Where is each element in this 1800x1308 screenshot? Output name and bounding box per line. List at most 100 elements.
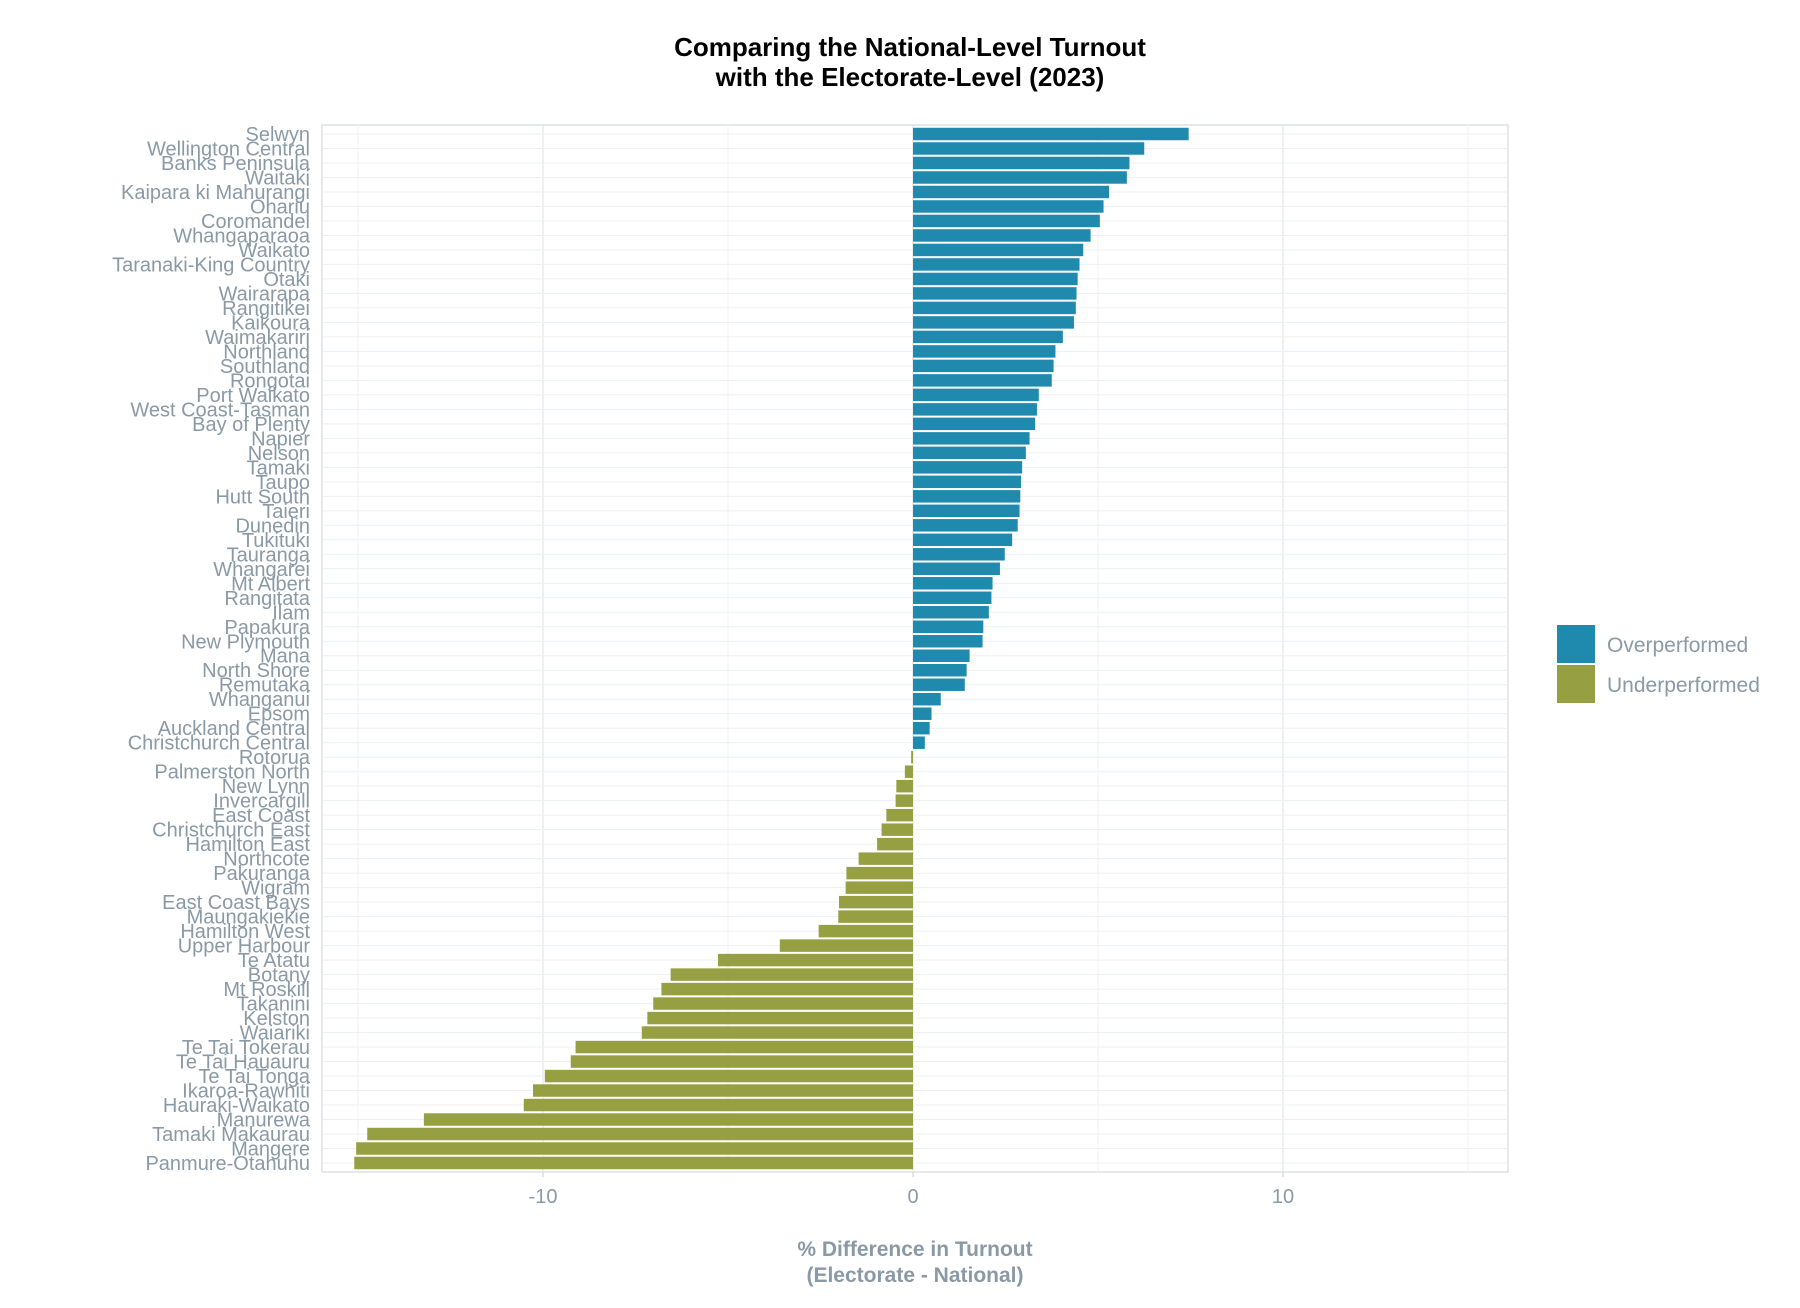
bar xyxy=(913,258,1080,271)
bar xyxy=(913,403,1037,416)
bar xyxy=(913,417,1036,431)
bar xyxy=(913,200,1104,213)
bar xyxy=(913,243,1084,257)
category-label: Pakuranga xyxy=(213,863,311,885)
bar xyxy=(913,185,1110,199)
category-label: Whanganui xyxy=(209,689,310,711)
bar xyxy=(661,982,913,996)
bar xyxy=(913,519,1018,532)
bar xyxy=(913,316,1074,329)
category-label: Tukituki xyxy=(242,530,310,552)
bar xyxy=(913,649,970,662)
category-label: Kaikoura xyxy=(231,312,311,334)
x-tick-label: 10 xyxy=(1272,1186,1294,1208)
category-label: Remutaka xyxy=(219,675,311,697)
bar xyxy=(904,765,913,778)
category-label: Southland xyxy=(220,356,310,378)
bar xyxy=(913,432,1030,445)
category-label: New Lynn xyxy=(222,776,310,798)
category-label: Manurewa xyxy=(217,1110,311,1132)
bar xyxy=(913,504,1020,518)
category-label: Tamaki Makaurau xyxy=(152,1124,310,1146)
bar xyxy=(913,301,1076,315)
category-label: Christchurch Central xyxy=(128,733,310,755)
bar xyxy=(858,852,913,865)
bar xyxy=(913,606,989,619)
category-label: Upper Harbour xyxy=(178,936,311,958)
category-label: Ilam xyxy=(272,602,310,624)
bar xyxy=(845,881,913,894)
chart-title-line-2: with the Electorate-Level (2023) xyxy=(715,62,1105,92)
category-label: Rongotai xyxy=(230,370,310,392)
bar xyxy=(913,721,930,735)
category-label: Panmure-Otahuhu xyxy=(145,1153,310,1175)
category-label: Wigram xyxy=(241,878,310,900)
bar xyxy=(913,446,1026,460)
category-label: Te Tai Hauauru xyxy=(176,1052,310,1074)
bar xyxy=(653,997,913,1010)
category-label: Rangitikei xyxy=(222,298,310,320)
bar xyxy=(913,620,984,633)
category-label: Te Tai Tonga xyxy=(198,1066,310,1088)
bar xyxy=(670,968,913,981)
category-label: Northland xyxy=(223,341,310,363)
category-label: Mana xyxy=(260,646,311,668)
category-label: Mangere xyxy=(231,1139,310,1161)
category-label: Epsom xyxy=(248,704,310,726)
legend: Overperformed Underperformed xyxy=(1557,625,1760,703)
category-label: Waikato xyxy=(238,240,310,262)
category-label: Dunedin xyxy=(235,515,310,537)
bar xyxy=(913,577,993,590)
category-label: Hamilton West xyxy=(180,921,310,943)
bar xyxy=(913,272,1078,286)
category-label: New Plymouth xyxy=(181,631,310,653)
category-label: Christchurch East xyxy=(152,820,310,842)
category-label: Invercargill xyxy=(213,791,310,813)
bar xyxy=(911,750,913,764)
category-label: Napier xyxy=(251,428,310,450)
category-label: Bay of Plenty xyxy=(192,414,310,436)
category-label: East Coast xyxy=(212,805,310,827)
category-label: Northcote xyxy=(223,849,310,871)
legend-swatch-overperformed xyxy=(1557,625,1595,663)
category-label: Rotorua xyxy=(239,747,311,769)
category-label: Ikaroa-Rawhiti xyxy=(182,1081,310,1103)
bar xyxy=(544,1069,913,1083)
category-label: Wairarapa xyxy=(218,283,310,305)
legend-swatch-underperformed xyxy=(1557,665,1595,703)
bar xyxy=(913,490,1021,503)
category-label: Otaki xyxy=(263,269,310,291)
bar xyxy=(913,692,941,706)
bar xyxy=(913,664,967,677)
bar xyxy=(647,1011,913,1025)
bar xyxy=(523,1098,913,1112)
category-label: Te Atatu xyxy=(238,950,310,972)
category-label: Takanini xyxy=(237,994,310,1016)
bar xyxy=(913,345,1056,358)
bar xyxy=(818,924,913,938)
legend-label-underperformed: Underperformed xyxy=(1607,674,1760,697)
category-label: Taupo xyxy=(256,472,311,494)
x-axis-title-line-2: (Electorate - National) xyxy=(806,1264,1023,1287)
bar xyxy=(846,866,913,880)
bar xyxy=(641,1026,913,1039)
category-label: West Coast-Tasman xyxy=(130,399,310,421)
category-label: Te Tai Tokerau xyxy=(182,1037,310,1059)
bar xyxy=(913,229,1091,242)
bar xyxy=(913,359,1054,373)
category-label: Whangaparaoa xyxy=(173,225,311,247)
bar xyxy=(913,171,1127,184)
x-axis-title-line-1: % Difference in Turnout xyxy=(797,1238,1032,1261)
bar xyxy=(838,910,913,923)
bar xyxy=(886,808,913,822)
bar xyxy=(913,127,1189,141)
category-label: Papakura xyxy=(224,617,310,639)
category-label: Kelston xyxy=(243,1008,310,1030)
bar xyxy=(354,1156,913,1170)
bar xyxy=(913,707,932,720)
category-label: North Shore xyxy=(202,660,310,682)
category-label: Coromandel xyxy=(201,211,310,233)
category-label: Whangarei xyxy=(213,559,310,581)
category-label: Palmerston North xyxy=(154,762,310,784)
